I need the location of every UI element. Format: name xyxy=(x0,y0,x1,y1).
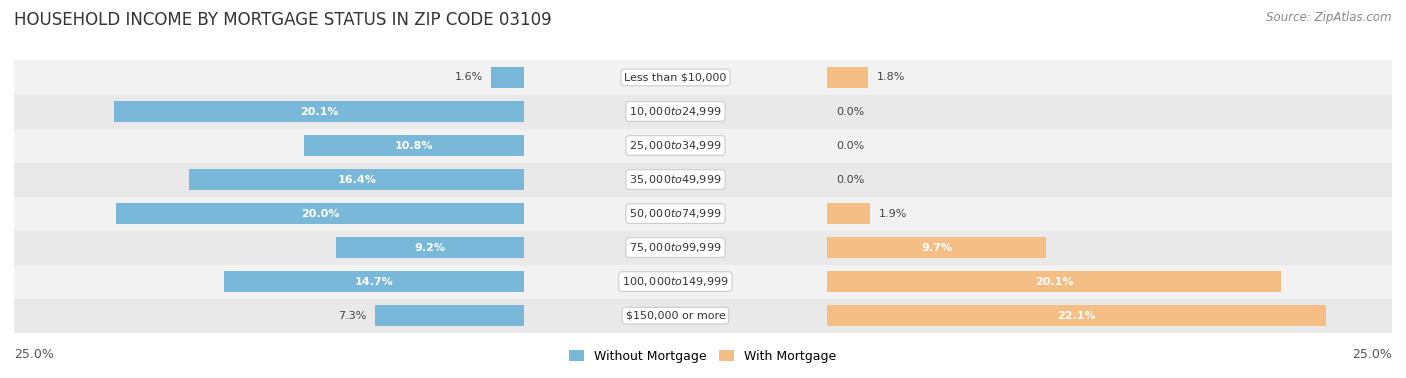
Bar xyxy=(0,163,524,197)
Bar xyxy=(0,265,675,299)
Text: $25,000 to $34,999: $25,000 to $34,999 xyxy=(630,139,721,152)
Bar xyxy=(827,237,1046,258)
Bar xyxy=(491,67,524,88)
Bar xyxy=(0,265,524,299)
Text: $100,000 to $149,999: $100,000 to $149,999 xyxy=(621,275,728,288)
Bar xyxy=(0,197,524,231)
Bar xyxy=(524,163,827,197)
Text: 20.1%: 20.1% xyxy=(1035,277,1073,287)
Text: 0.0%: 0.0% xyxy=(837,175,865,184)
Bar xyxy=(524,231,827,265)
Text: Less than $10,000: Less than $10,000 xyxy=(624,73,727,82)
Text: 20.0%: 20.0% xyxy=(301,209,339,218)
Bar xyxy=(117,203,524,224)
Text: 10.8%: 10.8% xyxy=(395,141,433,150)
Text: 0.0%: 0.0% xyxy=(837,107,865,116)
Text: $75,000 to $99,999: $75,000 to $99,999 xyxy=(630,241,721,254)
Bar xyxy=(827,231,1392,265)
Text: 22.1%: 22.1% xyxy=(1057,311,1097,321)
Text: 0.0%: 0.0% xyxy=(837,141,865,150)
Bar xyxy=(0,299,675,333)
Bar xyxy=(524,197,827,231)
Bar xyxy=(14,299,524,333)
Text: 1.6%: 1.6% xyxy=(454,73,484,82)
Bar xyxy=(827,60,1392,94)
Bar xyxy=(14,129,524,163)
Bar xyxy=(0,60,524,94)
Text: HOUSEHOLD INCOME BY MORTGAGE STATUS IN ZIP CODE 03109: HOUSEHOLD INCOME BY MORTGAGE STATUS IN Z… xyxy=(14,11,551,29)
Text: 25.0%: 25.0% xyxy=(1353,348,1392,361)
Text: 16.4%: 16.4% xyxy=(337,175,375,184)
Bar xyxy=(827,197,1392,231)
Text: 7.3%: 7.3% xyxy=(339,311,367,321)
Bar xyxy=(524,94,827,129)
Text: Source: ZipAtlas.com: Source: ZipAtlas.com xyxy=(1267,11,1392,24)
Text: $35,000 to $49,999: $35,000 to $49,999 xyxy=(630,173,721,186)
Bar xyxy=(0,163,675,197)
Text: $10,000 to $24,999: $10,000 to $24,999 xyxy=(630,105,721,118)
Bar xyxy=(827,129,1392,163)
Bar xyxy=(827,271,1281,292)
Bar xyxy=(190,169,524,190)
Bar xyxy=(14,94,524,129)
Bar xyxy=(0,299,524,333)
Bar xyxy=(14,265,524,299)
Bar xyxy=(827,305,1326,326)
Bar xyxy=(0,129,524,163)
Text: 14.7%: 14.7% xyxy=(354,277,394,287)
Text: 20.1%: 20.1% xyxy=(299,107,339,116)
Bar xyxy=(524,299,827,333)
Text: 25.0%: 25.0% xyxy=(14,348,53,361)
Bar xyxy=(827,67,868,88)
Bar xyxy=(0,231,675,265)
Bar xyxy=(524,60,827,94)
Bar xyxy=(0,231,524,265)
Bar xyxy=(827,203,870,224)
Bar xyxy=(0,129,675,163)
Bar xyxy=(524,129,827,163)
Bar xyxy=(0,94,675,129)
Bar xyxy=(336,237,524,258)
Text: 1.8%: 1.8% xyxy=(877,73,905,82)
Text: 9.7%: 9.7% xyxy=(921,243,952,253)
Bar xyxy=(0,94,524,129)
Bar xyxy=(304,135,524,156)
Text: 9.2%: 9.2% xyxy=(415,243,446,253)
Bar xyxy=(375,305,524,326)
Bar xyxy=(827,163,1392,197)
Bar xyxy=(827,94,1392,129)
Bar xyxy=(0,197,675,231)
Bar xyxy=(114,101,524,122)
Legend: Without Mortgage, With Mortgage: Without Mortgage, With Mortgage xyxy=(564,345,842,368)
Bar xyxy=(827,265,1392,299)
Text: 1.9%: 1.9% xyxy=(879,209,907,218)
Text: $50,000 to $74,999: $50,000 to $74,999 xyxy=(630,207,721,220)
Bar xyxy=(14,197,524,231)
Bar xyxy=(827,299,1392,333)
Text: $150,000 or more: $150,000 or more xyxy=(626,311,725,321)
Bar xyxy=(0,60,675,94)
Bar xyxy=(14,163,524,197)
Bar xyxy=(224,271,524,292)
Bar xyxy=(14,231,524,265)
Bar xyxy=(524,265,827,299)
Bar xyxy=(14,60,524,94)
